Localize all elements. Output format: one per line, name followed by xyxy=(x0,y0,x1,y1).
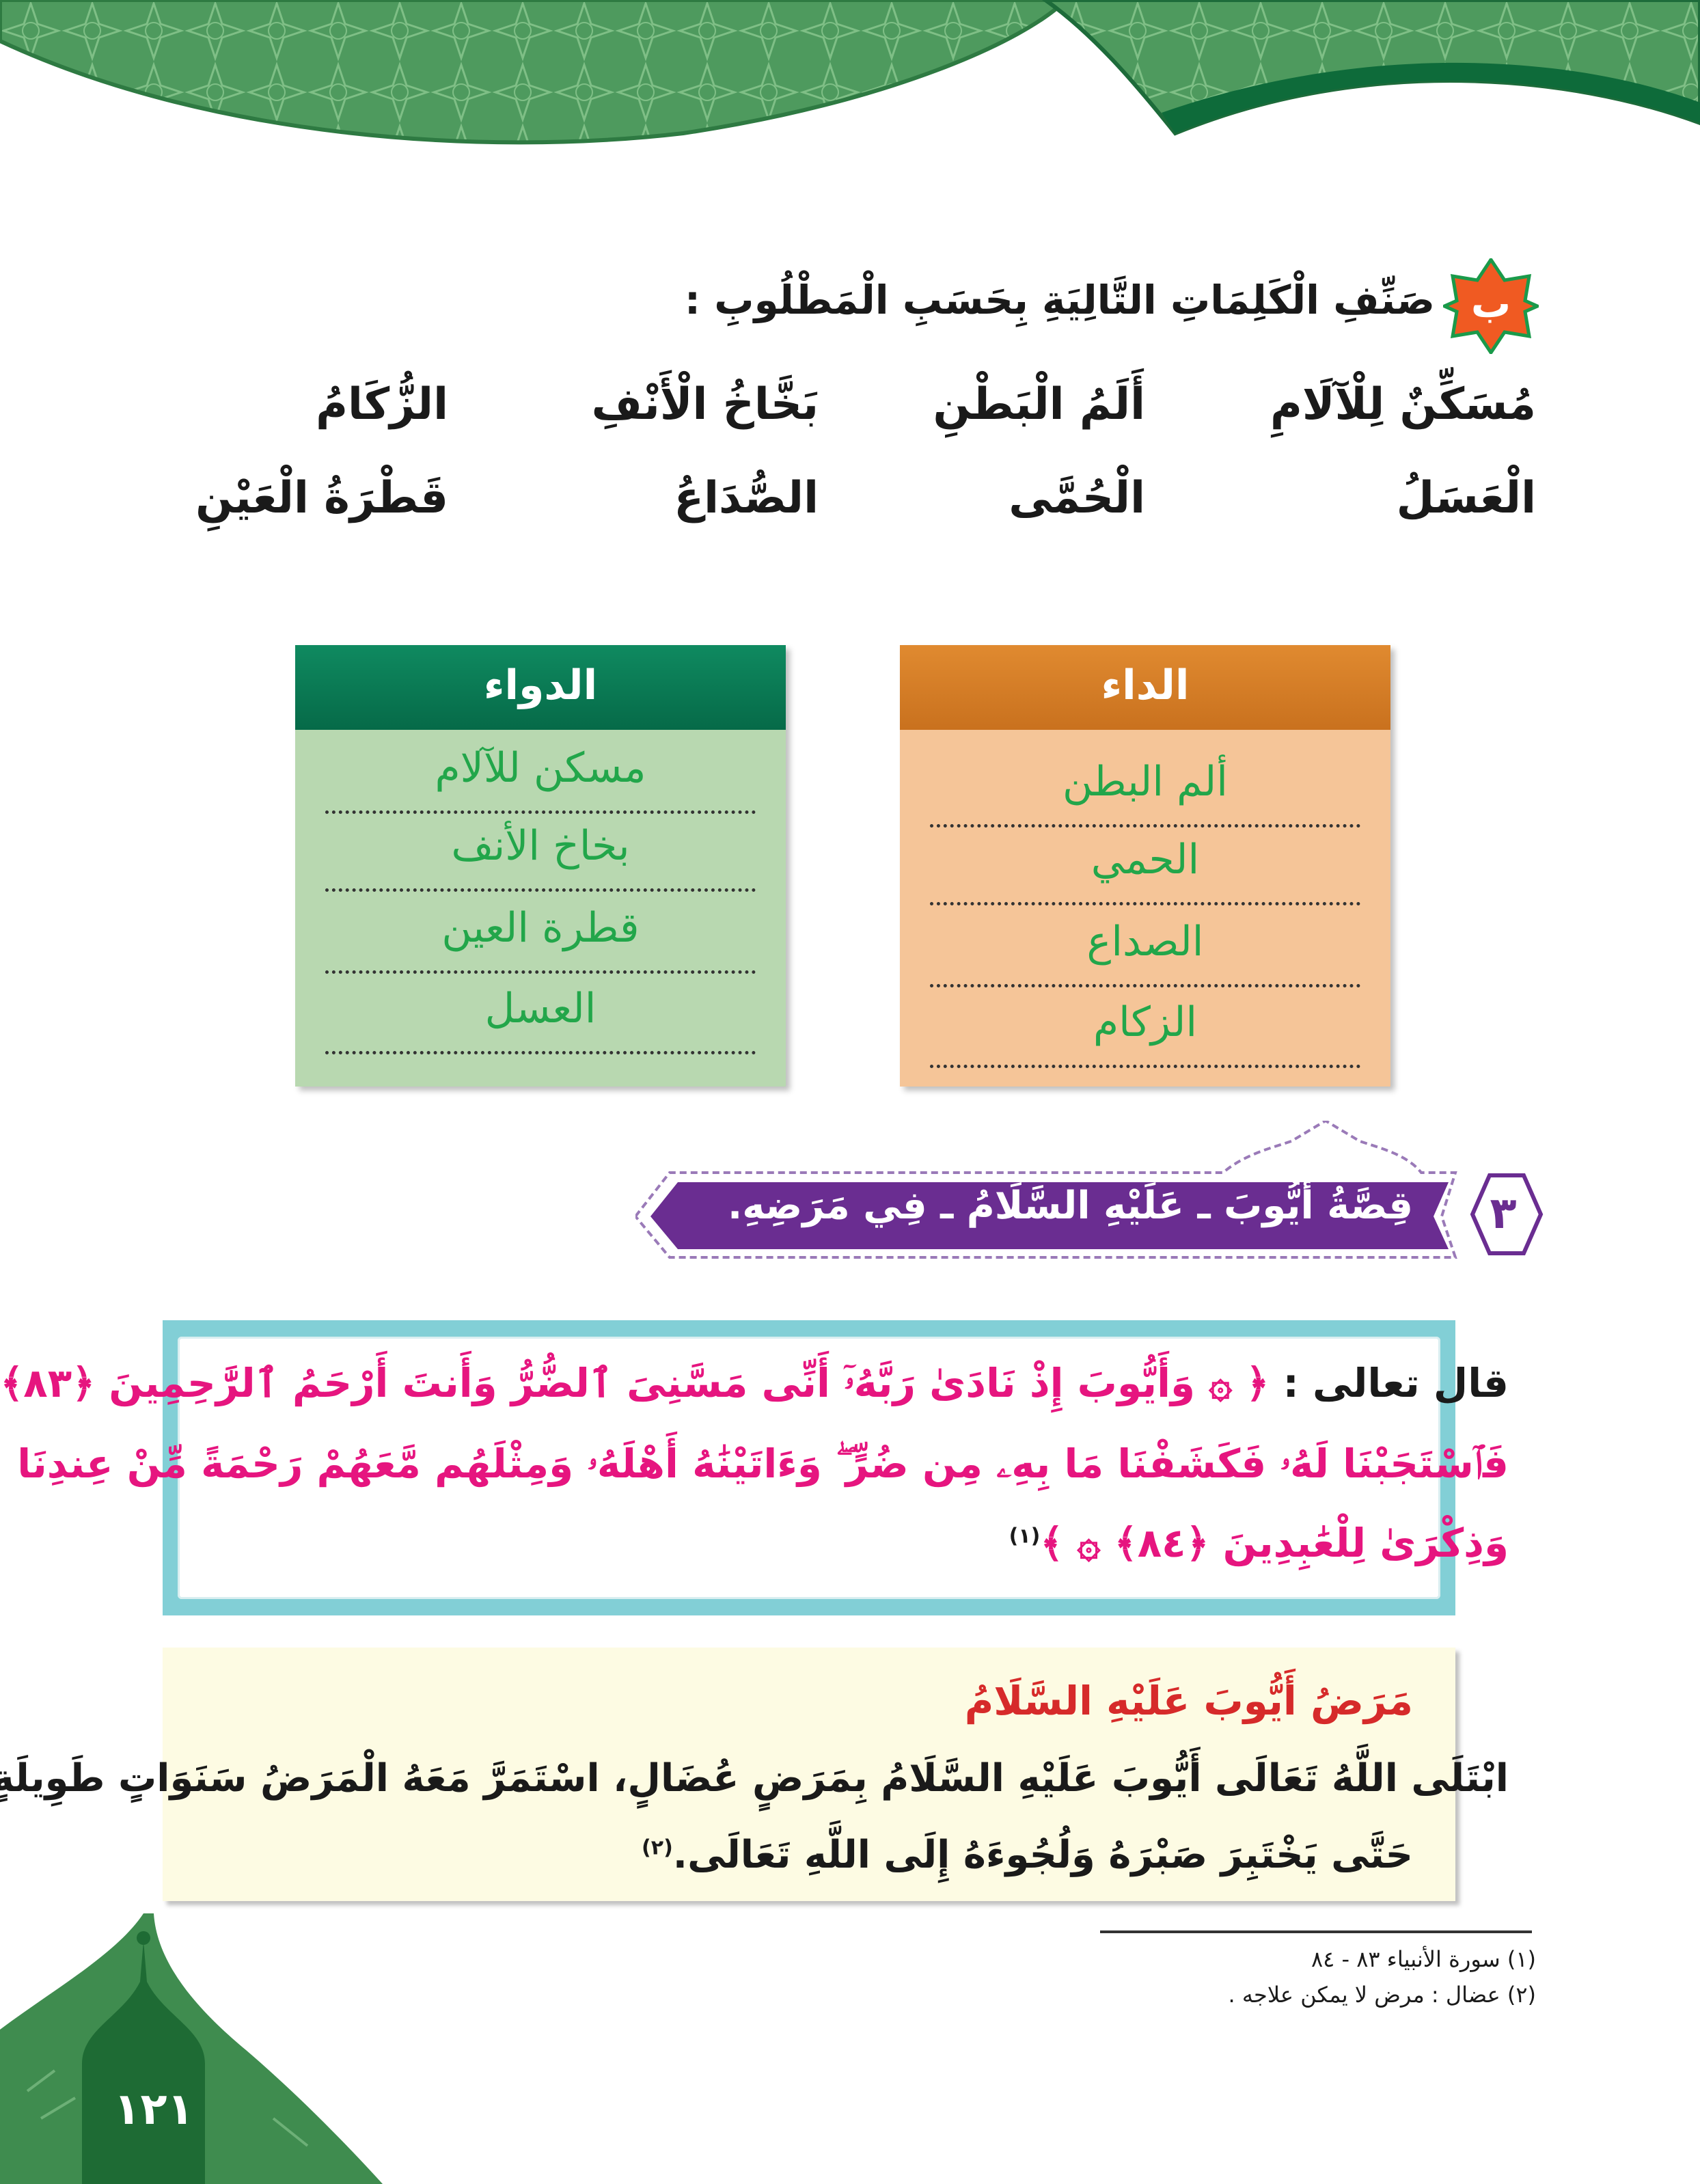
answer-field[interactable]: قطرة العين xyxy=(325,894,756,974)
answer-field[interactable]: الصداع xyxy=(930,907,1360,987)
word-item: أَلَمُ الْبَطْنِ xyxy=(933,379,1145,430)
badge-letter: ب xyxy=(1470,280,1511,327)
verse-text: ﴿ ۞ وَأَيُّوبَ إِذْ نَادَىٰ رَبَّهُۥٓ أَ… xyxy=(0,1360,1270,1406)
quran-line-3: وَذِكْرَىٰ لِلْعَٰبِدِينَ ﴿٨٤﴾ ۞ ﴾(١) xyxy=(1009,1520,1509,1566)
mosque-dome-icon xyxy=(0,1913,383,2184)
section-ribbon xyxy=(635,1121,1544,1259)
word-item: بَخَّاخُ الْأَنْفِ xyxy=(591,379,819,430)
exercise-badge: ب xyxy=(1440,256,1542,356)
story-text: حَتَّى يَخْتَبِرَ صَبْرَهُ وَلُجُوءَهُ إ… xyxy=(672,1833,1413,1877)
quran-line-1: قال تعالى : ﴿ ۞ وَأَيُّوبَ إِذْ نَادَىٰ … xyxy=(0,1360,1509,1407)
medicine-table: الدواء مسكن للآلام بخاخ الأنف قطرة العين… xyxy=(295,645,786,1087)
word-item: الْعَسَلُ xyxy=(1396,473,1536,523)
exercise-instruction: صَنِّفِ الْكَلِمَاتِ التَّالِيَةِ بِحَسَ… xyxy=(684,277,1435,323)
footnote-ref: (٢) xyxy=(642,1835,673,1860)
word-item: مُسَكِّنٌ لِلْآلَامِ xyxy=(1270,379,1536,430)
hexagon-icon xyxy=(1470,1173,1544,1255)
footnote-ref: (١) xyxy=(1009,1524,1041,1548)
answer-field[interactable]: ألم البطن xyxy=(930,748,1360,828)
quran-intro: قال تعالى : xyxy=(1283,1360,1509,1406)
footnote-2: (٢) عضال : مرض لا يمكن علاجه . xyxy=(1228,1982,1536,2008)
answer-field[interactable]: العسل xyxy=(325,974,756,1054)
page-number: ١٢١ xyxy=(113,2084,194,2135)
story-line-2: حَتَّى يَخْتَبِرَ صَبْرَهُ وَلُجُوءَهُ إ… xyxy=(642,1833,1413,1877)
star-badge-icon xyxy=(1440,256,1542,356)
decorative-top-banner xyxy=(0,0,1700,145)
answer-field[interactable]: بخاخ الأنف xyxy=(325,812,756,892)
story-box xyxy=(163,1648,1455,1901)
word-item: قَطْرَةُ الْعَيْنِ xyxy=(195,473,448,523)
medicine-table-header: الدواء xyxy=(295,645,786,730)
disease-table: الداء ألم البطن الحمي الصداع الزكام xyxy=(900,645,1390,1087)
story-line-1: ابْتَلَى اللَّهُ تَعَالَى أَيُّوبَ عَلَي… xyxy=(0,1756,1509,1801)
answer-field[interactable]: مسكن للآلام xyxy=(325,734,756,814)
answer-field[interactable]: الحمي xyxy=(930,825,1360,905)
section-title: قِصَّةُ أَيُّوبَ ـ عَلَيْهِ السَّلَامُ ـ… xyxy=(727,1184,1413,1228)
section-number: ٣ xyxy=(1490,1188,1517,1239)
footnote-1: (١) سورة الأنبياء ٨٣ - ٨٤ xyxy=(1311,1946,1536,1972)
disease-table-header: الداء xyxy=(900,645,1390,730)
footnote-divider xyxy=(1100,1930,1532,1933)
story-title: مَرَضُ أَيُّوبَ عَلَيْهِ السَّلَامُ xyxy=(964,1678,1413,1724)
word-item: الزُّكَامُ xyxy=(316,379,448,430)
verse-text: وَذِكْرَىٰ لِلْعَٰبِدِينَ ﴿٨٤﴾ ۞ ﴾ xyxy=(1040,1520,1509,1566)
answer-field[interactable]: الزكام xyxy=(930,988,1360,1068)
quran-line-2: فَٱسْتَجَبْنَا لَهُۥ فَكَشَفْنَا مَا بِه… xyxy=(17,1441,1509,1487)
word-item: الصُّدَاعُ xyxy=(674,473,819,523)
quran-verse-box xyxy=(163,1320,1455,1615)
word-item: الْحُمَّى xyxy=(1009,473,1145,523)
